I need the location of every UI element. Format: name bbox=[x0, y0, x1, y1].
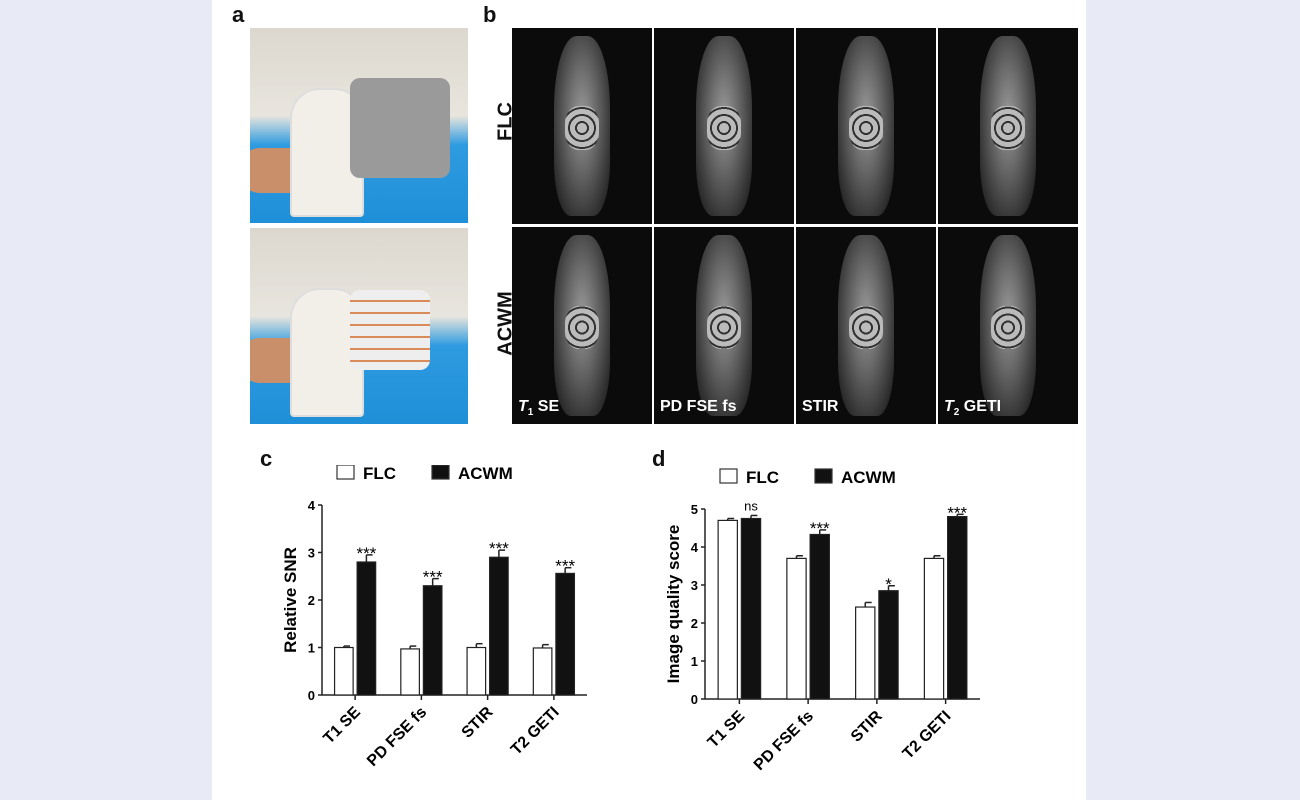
x-tick-label: STIR bbox=[459, 703, 497, 741]
legend-swatch-acwm bbox=[814, 468, 833, 484]
sequence-label: T1 SE bbox=[518, 398, 559, 418]
mri-image-acwm-0: T1 SE bbox=[512, 227, 652, 424]
bar-acwm bbox=[489, 556, 509, 696]
y-tick-label: 4 bbox=[691, 540, 699, 555]
legend-swatch-flc bbox=[336, 465, 355, 480]
bar-flc bbox=[333, 646, 354, 696]
sequence-rest: SE bbox=[533, 397, 560, 415]
carpal-bones bbox=[849, 106, 883, 150]
bar-acwm bbox=[947, 515, 968, 700]
row-label-acwm: ACWM bbox=[494, 291, 517, 356]
y-tick-label: 4 bbox=[308, 498, 316, 513]
significance-label: *** bbox=[423, 568, 443, 587]
legend-label-flc: FLC bbox=[363, 465, 396, 483]
bar-flc bbox=[786, 557, 807, 700]
significance-label: ns bbox=[744, 498, 758, 513]
significance-label: *** bbox=[947, 503, 967, 522]
bar-flc bbox=[923, 557, 945, 700]
y-tick-label: 3 bbox=[308, 546, 315, 561]
x-tick-label: PD FSE fs bbox=[751, 708, 817, 774]
carpal-bones bbox=[991, 305, 1025, 350]
significance-label: * bbox=[885, 575, 892, 594]
sequence-sub: 1 bbox=[527, 407, 534, 418]
chart-relative-snr: 0 1 2 3 4 Relative SNR FLC ACWM *** T1 SE *** PD FS… bbox=[281, 465, 587, 770]
carpal-bones bbox=[849, 305, 883, 350]
legend-label-acwm: ACWM bbox=[458, 465, 513, 483]
x-tick-label: T2 GETI bbox=[900, 708, 955, 763]
bar-flc bbox=[400, 648, 420, 696]
significance-label: *** bbox=[810, 519, 830, 538]
legend-label-acwm: ACWM bbox=[841, 468, 896, 487]
bar-acwm bbox=[878, 590, 899, 700]
carpal-bones bbox=[707, 106, 741, 150]
x-tick-label: T2 GETI bbox=[508, 704, 563, 759]
y-tick-label: 2 bbox=[691, 616, 698, 631]
carpal-bones bbox=[707, 305, 741, 350]
legend-swatch-flc bbox=[719, 468, 738, 484]
y-axis-label: Relative SNR bbox=[281, 547, 300, 653]
sequence-main: T bbox=[518, 397, 528, 415]
sequence-main: PD FSE fs bbox=[660, 397, 737, 415]
mri-image-flc-1 bbox=[654, 28, 794, 224]
mri-image-acwm-3: T2 GETI bbox=[938, 227, 1078, 424]
mri-image-acwm-1: PD FSE fs bbox=[654, 227, 794, 424]
y-tick-label: 3 bbox=[691, 578, 698, 593]
sequence-label: T2 GETI bbox=[944, 398, 1001, 418]
panel-label-b: b bbox=[483, 2, 497, 27]
bar-acwm bbox=[809, 533, 830, 700]
legend-label-flc: FLC bbox=[746, 468, 779, 487]
bar-acwm bbox=[356, 561, 377, 696]
significance-label: *** bbox=[356, 544, 376, 563]
mri-image-flc-2 bbox=[796, 28, 936, 224]
mri-image-acwm-2: STIR bbox=[796, 227, 936, 424]
y-tick-label: 0 bbox=[691, 692, 698, 707]
panel-label-c: c bbox=[260, 446, 273, 471]
photo-flc-coil bbox=[250, 28, 468, 223]
sequence-label: STIR bbox=[802, 398, 838, 418]
y-tick-label: 5 bbox=[691, 502, 698, 517]
sequence-sub: 2 bbox=[953, 407, 960, 418]
y-tick-label: 2 bbox=[308, 593, 315, 608]
sequence-rest: GETI bbox=[959, 397, 1002, 415]
y-tick-label: 0 bbox=[308, 688, 315, 703]
y-axis-label: Image quality score bbox=[664, 525, 683, 684]
bar-acwm bbox=[555, 572, 576, 696]
significance-label: *** bbox=[489, 539, 509, 558]
x-tick-label: PD FSE fs bbox=[364, 704, 430, 770]
x-tick-label: T1 SE bbox=[320, 704, 364, 748]
panel-label-a: a bbox=[232, 2, 245, 27]
y-tick-label: 1 bbox=[308, 641, 315, 656]
carpal-bones bbox=[565, 305, 599, 350]
bar-flc bbox=[466, 646, 487, 696]
bar-flc bbox=[532, 647, 553, 696]
sequence-label: PD FSE fs bbox=[660, 398, 736, 418]
mri-image-flc-3 bbox=[938, 28, 1078, 224]
y-tick-label: 1 bbox=[691, 654, 698, 669]
significance-label: *** bbox=[555, 557, 575, 576]
x-tick-label: STIR bbox=[848, 707, 886, 745]
legend-swatch-acwm bbox=[431, 465, 450, 480]
chart-image-quality: 0 1 2 3 4 5 Image quality score FLC ACWM ns T1 SE *… bbox=[664, 468, 980, 774]
photo-acwm-coil bbox=[250, 228, 468, 424]
bar-flc bbox=[717, 519, 738, 700]
bar-flc bbox=[855, 606, 876, 700]
carpal-bones bbox=[565, 106, 599, 150]
carpal-bones bbox=[991, 106, 1025, 150]
sequence-main: STIR bbox=[802, 397, 839, 415]
x-tick-label: T1 SE bbox=[705, 708, 749, 752]
sequence-main: T bbox=[944, 397, 954, 415]
row-label-flc: FLC bbox=[494, 102, 517, 141]
bar-acwm bbox=[740, 517, 762, 700]
mri-image-flc-0 bbox=[512, 28, 652, 224]
bar-acwm bbox=[422, 585, 443, 696]
panel-label-d: d bbox=[652, 446, 666, 471]
